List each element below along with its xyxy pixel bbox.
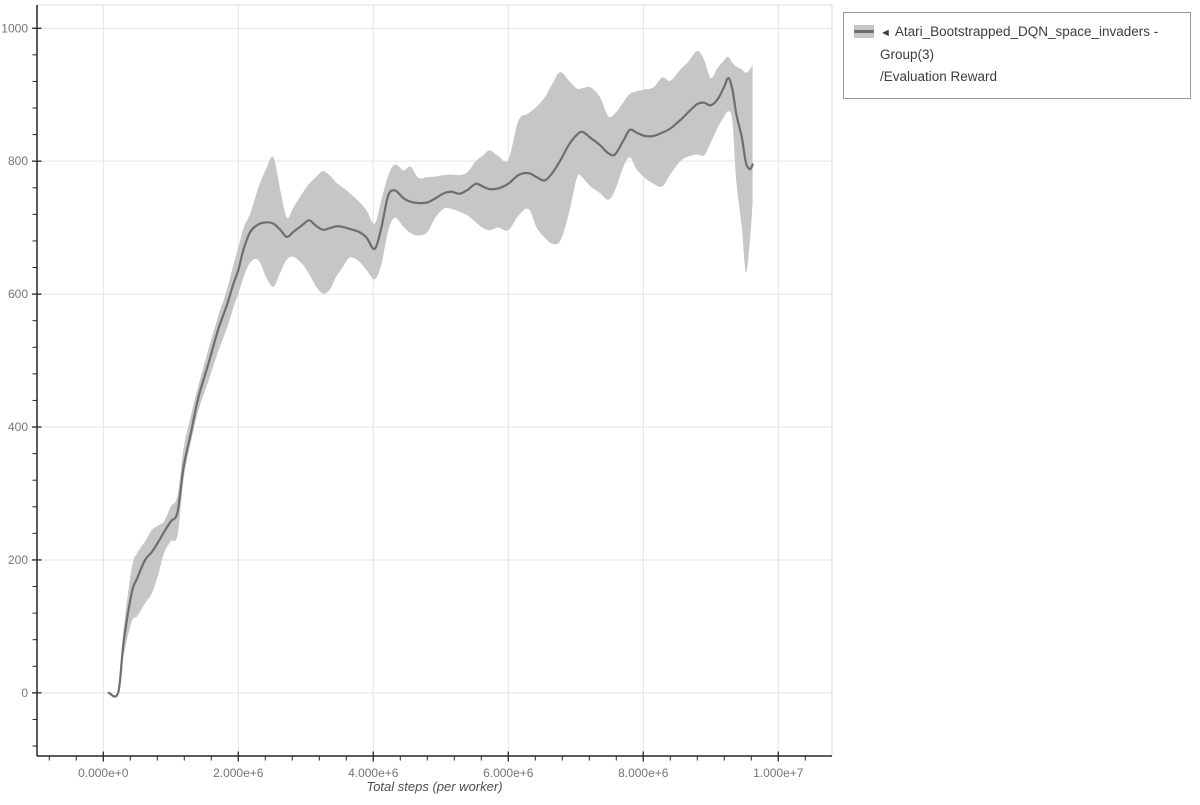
x-tick-label: 6.000e+6 bbox=[483, 766, 534, 780]
legend[interactable]: ◄ Atari_Bootstrapped_DQN_space_invaders -… bbox=[843, 12, 1191, 99]
y-axis-ticks: 0 200 400 600 800 1000 bbox=[1, 21, 42, 747]
legend-item[interactable]: ◄ Atari_Bootstrapped_DQN_space_invaders -… bbox=[852, 21, 1180, 88]
mean-line bbox=[107, 77, 754, 698]
y-tick-label: 0 bbox=[21, 686, 28, 700]
y-tick-label: 400 bbox=[8, 420, 28, 434]
y-tick-label: 1000 bbox=[1, 21, 28, 35]
x-axis-ticks: 0.000e+0 2.000e+6 4.000e+6 6.000e+6 8.000e+6… bbox=[48, 751, 806, 780]
x-axis-title: Total steps (per worker) bbox=[366, 779, 503, 794]
gridlines bbox=[37, 4, 833, 756]
y-tick-label: 200 bbox=[8, 553, 28, 567]
confidence-band bbox=[108, 50, 753, 696]
legend-series-swatch-icon bbox=[854, 25, 874, 38]
x-tick-label: 1.000e+7 bbox=[753, 766, 804, 780]
y-tick-label: 800 bbox=[8, 154, 28, 168]
legend-collapse-icon[interactable]: ◄ bbox=[880, 27, 891, 39]
x-tick-label: 4.000e+6 bbox=[348, 766, 399, 780]
legend-metric-name: /Evaluation Reward bbox=[880, 69, 998, 84]
legend-series-name: Atari_Bootstrapped_DQN_space_invaders - … bbox=[880, 24, 1159, 62]
x-tick-label: 8.000e+6 bbox=[618, 766, 669, 780]
x-tick-label: 0.000e+0 bbox=[78, 766, 129, 780]
legend-swatch-line-icon bbox=[854, 30, 874, 33]
y-tick-label: 600 bbox=[8, 287, 28, 301]
axes bbox=[36, 5, 832, 757]
legend-label: ◄ Atari_Bootstrapped_DQN_space_invaders -… bbox=[880, 21, 1180, 88]
x-tick-label: 2.000e+6 bbox=[213, 766, 264, 780]
